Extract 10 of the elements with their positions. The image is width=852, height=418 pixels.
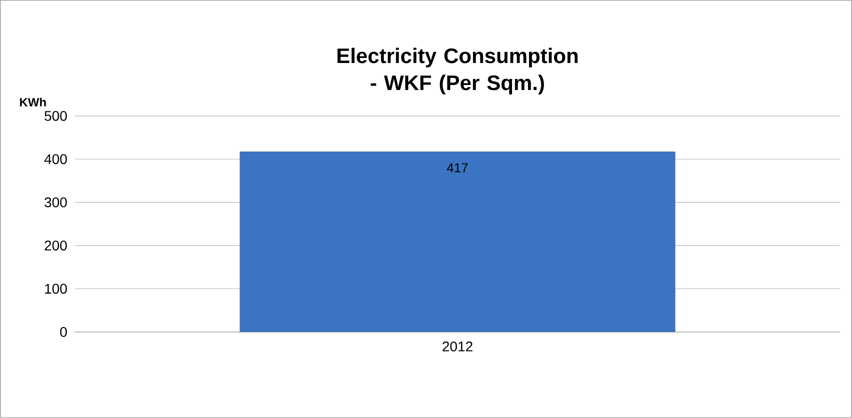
y-tick-label: 400 [44, 154, 67, 164]
y-axis-title: KWh [20, 98, 46, 106]
x-tick-label: 2012 [442, 342, 472, 352]
y-tick-label: 500 [44, 111, 67, 121]
y-tick-label: 100 [45, 284, 67, 294]
chart-title: Electricity Consumption - WKF (Per Sqm.) [338, 48, 578, 94]
y-tick-label: 200 [44, 240, 67, 251]
data-label: 417 [446, 163, 468, 172]
y-tick-label: 300 [44, 197, 67, 208]
y-tick-label: 0 [60, 327, 67, 337]
